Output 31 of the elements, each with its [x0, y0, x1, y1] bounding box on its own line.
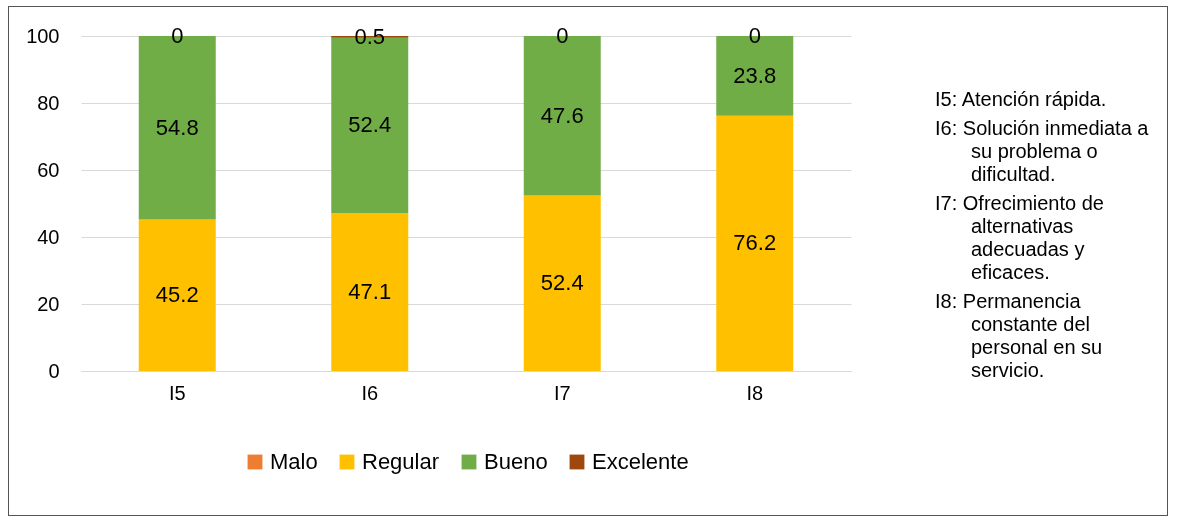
data-label: 52.4 [348, 112, 392, 138]
data-label: 23.8 [733, 62, 777, 88]
bar [138, 219, 216, 371]
y-tick-label: 0 [48, 359, 60, 382]
legend-label: Excelente [592, 449, 689, 474]
data-label: 52.4 [540, 270, 584, 296]
data-label: 0.5 [354, 23, 386, 49]
x-tick-label: I8 [746, 381, 764, 404]
bar [331, 213, 409, 371]
x-tick-label: I7 [553, 381, 571, 404]
legend-label: Regular [362, 449, 440, 474]
x-tick-label: I5 [168, 381, 186, 404]
data-label: 45.2 [155, 282, 199, 308]
bar [523, 195, 601, 371]
data-label: 54.8 [155, 114, 199, 140]
text: I7: Ofrecimiento de alternativas adecuadas y eficaces. [935, 192, 1105, 284]
legend-label: Malo [270, 449, 318, 474]
y-tick-label: 100 [26, 24, 60, 47]
y-tick-label: 40 [37, 225, 60, 248]
text: I6: Solución inmediata a su problema o dificultad. [935, 117, 1150, 186]
y-tick-label: 80 [37, 91, 60, 114]
text: I5: Atención rápida. [935, 88, 1108, 111]
text: I8: Permanencia constante del personal en su servicio. [935, 290, 1104, 382]
y-tick-label: 20 [37, 292, 60, 315]
bar [716, 115, 794, 371]
data-label: 76.2 [733, 230, 777, 256]
data-label: 47.6 [540, 102, 584, 128]
y-tick-label: 60 [37, 158, 60, 181]
legend-label: Bueno [484, 449, 548, 474]
data-label: 47.1 [348, 279, 392, 305]
x-tick-label: I6 [361, 381, 379, 404]
